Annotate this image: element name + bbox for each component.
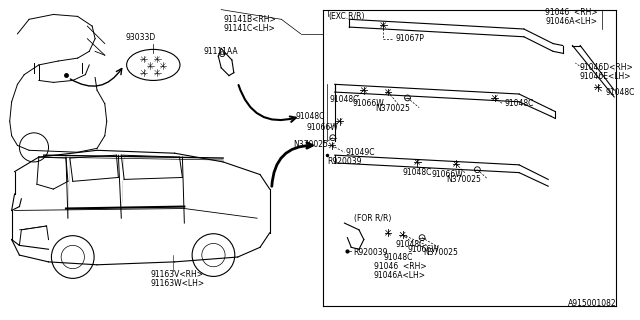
Text: 91066W: 91066W bbox=[352, 99, 384, 108]
Text: 91048C: 91048C bbox=[396, 240, 425, 249]
Text: N370025: N370025 bbox=[293, 140, 328, 149]
Text: 91046A<LH>: 91046A<LH> bbox=[545, 17, 597, 26]
Text: (EXC.R/R): (EXC.R/R) bbox=[328, 12, 364, 21]
Text: 91066W: 91066W bbox=[408, 245, 439, 254]
Text: 91163W<LH>: 91163W<LH> bbox=[150, 279, 205, 288]
Text: 91066W: 91066W bbox=[432, 170, 463, 179]
Text: 91048C: 91048C bbox=[403, 168, 432, 177]
Text: 91048C: 91048C bbox=[383, 252, 413, 261]
Text: 91046A<LH>: 91046A<LH> bbox=[374, 271, 426, 280]
Text: 91066W: 91066W bbox=[307, 124, 339, 132]
Text: N370025: N370025 bbox=[376, 104, 410, 113]
Text: N370025: N370025 bbox=[423, 248, 458, 257]
Text: 91141C<LH>: 91141C<LH> bbox=[223, 24, 275, 33]
Text: R920039: R920039 bbox=[353, 248, 388, 257]
Text: N370025: N370025 bbox=[446, 175, 481, 184]
Text: 91046  <RH>: 91046 <RH> bbox=[374, 262, 426, 271]
Text: R920039: R920039 bbox=[327, 157, 362, 166]
Text: 91111AA: 91111AA bbox=[204, 47, 238, 56]
Text: 91046  <RH>: 91046 <RH> bbox=[545, 8, 598, 17]
Text: (FOR R/R): (FOR R/R) bbox=[354, 214, 392, 223]
Text: 91163V<RH>: 91163V<RH> bbox=[150, 270, 204, 279]
Text: 91048C: 91048C bbox=[504, 99, 534, 108]
Text: 91141B<RH>: 91141B<RH> bbox=[223, 15, 276, 24]
Text: 91048C: 91048C bbox=[330, 95, 359, 104]
Text: 91049C: 91049C bbox=[346, 148, 375, 157]
Text: 93033D: 93033D bbox=[125, 33, 156, 42]
Text: 91048C: 91048C bbox=[605, 88, 635, 97]
Text: 91067P: 91067P bbox=[396, 34, 425, 43]
Text: 91046E<LH>: 91046E<LH> bbox=[579, 72, 631, 81]
Text: 91046D<RH>: 91046D<RH> bbox=[579, 63, 633, 72]
Text: 91048C: 91048C bbox=[296, 112, 325, 121]
Text: A915001082: A915001082 bbox=[568, 299, 616, 308]
